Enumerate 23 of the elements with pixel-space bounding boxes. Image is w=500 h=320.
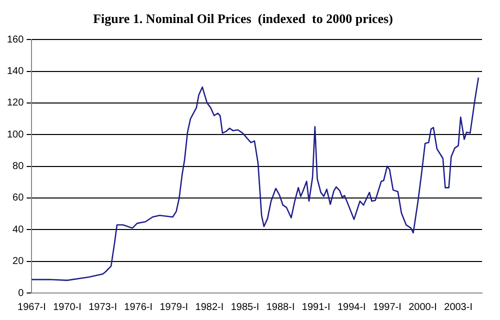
y-tick-label: 160 [6, 34, 24, 46]
y-tick-label: 20 [12, 256, 24, 268]
x-tick-label: 1991-I [302, 302, 330, 313]
x-tick-label: 1976-I [124, 302, 153, 313]
y-tick-label: 120 [6, 98, 24, 109]
x-tick-label: 1973-I [88, 302, 117, 313]
x-tick-label: 2000-I [408, 302, 437, 313]
x-tick-label: 1985-I [230, 302, 260, 313]
chart-title: Figure 1. Nominal Oil Prices (indexed to 2000 prices) [93, 11, 393, 26]
y-tick-label: 80 [12, 161, 24, 172]
x-tick-label: 1970-I [53, 302, 82, 313]
y-tick-label: 40 [12, 224, 24, 236]
y-tick-label: 100 [6, 129, 24, 140]
y-tick-label: 0 [18, 288, 24, 299]
x-tick-label: 1982-I [195, 302, 224, 313]
y-tick-label: 60 [12, 192, 24, 204]
x-tick-label: 1997-I [373, 302, 402, 313]
x-tick-label: 1967-I [18, 302, 46, 313]
x-tick-label: 1988-I [266, 302, 295, 313]
x-tick-label: 1979-I [160, 302, 188, 313]
x-tick-label: 1994-I [337, 302, 366, 313]
x-tick-label: 2003-I [444, 302, 472, 313]
y-tick-label: 140 [6, 66, 24, 78]
